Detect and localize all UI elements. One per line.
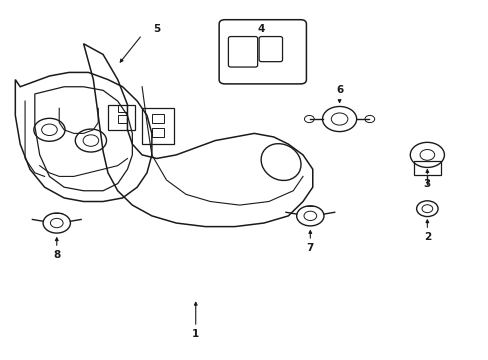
Text: 8: 8	[53, 250, 61, 260]
Bar	[108, 105, 135, 130]
Text: 1: 1	[192, 329, 199, 339]
Bar	[118, 116, 127, 123]
Text: 3: 3	[423, 179, 430, 189]
Text: 4: 4	[257, 24, 264, 35]
Bar	[118, 105, 127, 112]
Bar	[413, 161, 440, 175]
Bar	[152, 114, 163, 123]
Bar	[152, 128, 163, 137]
Text: 2: 2	[423, 232, 430, 242]
Text: 7: 7	[306, 243, 313, 253]
Text: 5: 5	[153, 24, 160, 35]
Bar	[142, 108, 173, 144]
Text: 6: 6	[335, 85, 343, 95]
